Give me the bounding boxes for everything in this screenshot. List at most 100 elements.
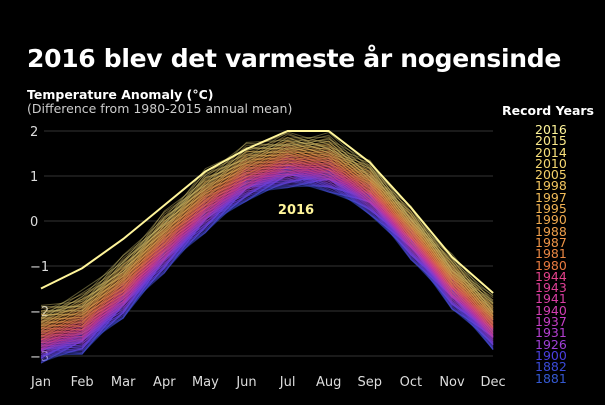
- year-line-1891: [40, 178, 494, 364]
- year-line-1892: [40, 175, 494, 359]
- legend-year: 1900: [535, 347, 567, 363]
- year-line-1985: [40, 147, 494, 327]
- y-tick-label: −2: [30, 305, 49, 320]
- year-line-1911: [40, 173, 494, 352]
- year-line-1938: [40, 163, 494, 343]
- year-line-1894: [40, 170, 494, 351]
- year-line-1930: [40, 166, 494, 343]
- x-tick-label: Dec: [481, 375, 506, 390]
- year-line-1886: [40, 176, 494, 358]
- year-line-2000: [40, 140, 494, 316]
- year-line-1929: [40, 167, 494, 352]
- legend-year: 2005: [535, 167, 567, 183]
- year-line-1999: [40, 136, 494, 313]
- y-axis-sublabel: (Difference from 1980-2015 annual mean): [27, 101, 293, 116]
- year-line-1998: [40, 140, 494, 319]
- year-line-1906: [40, 169, 494, 347]
- year-line-1922: [40, 171, 494, 358]
- year-line-1882: [40, 172, 494, 355]
- year-line-1968: [40, 150, 494, 327]
- year-line-2009: [40, 134, 494, 321]
- year-line-2002: [40, 142, 494, 327]
- year-line-1928: [40, 170, 494, 356]
- year-line-1941: [40, 163, 494, 350]
- year-line-1897: [40, 178, 494, 363]
- year-line-1959: [40, 159, 494, 346]
- year-line-1937: [40, 161, 494, 339]
- legend-year: 1881: [535, 370, 567, 386]
- year-line-1880: [40, 177, 494, 357]
- year-line-1889: [40, 177, 494, 355]
- year-line-1960: [40, 157, 494, 340]
- series-line-2016: [40, 130, 494, 294]
- legend-year: 1943: [535, 280, 567, 296]
- year-line-1972: [40, 152, 494, 338]
- y-tick-label: −1: [30, 260, 49, 275]
- year-line-1939: [40, 171, 494, 347]
- year-line-1946: [40, 169, 494, 350]
- year-line-1923: [40, 169, 494, 352]
- year-line-1888: [40, 171, 494, 353]
- year-line-1927: [40, 177, 494, 354]
- year-line-1908: [40, 178, 494, 355]
- year-line-1953: [40, 160, 494, 348]
- x-tick-label: May: [192, 375, 219, 390]
- year-line-1905: [40, 174, 494, 352]
- chart-title: 2016 blev det varmeste år nogensinde: [27, 44, 562, 73]
- year-line-1942: [40, 165, 494, 342]
- year-line-1926: [40, 169, 494, 347]
- year-line-2003: [40, 137, 494, 323]
- year-line-1921: [40, 179, 494, 356]
- year-line-1965: [40, 158, 494, 344]
- year-line-1912: [40, 168, 494, 346]
- year-line-2015: [40, 131, 494, 319]
- year-line-1895: [40, 175, 494, 355]
- year-line-1909: [40, 178, 494, 361]
- year-line-1966: [40, 154, 494, 339]
- year-line-1944: [40, 160, 494, 341]
- year-line-1933: [40, 174, 494, 351]
- year-line-1950: [40, 157, 494, 338]
- legend-year: 1995: [535, 201, 567, 217]
- legend-year: 2014: [535, 144, 567, 160]
- year-line-1996: [40, 143, 494, 330]
- year-line-1981: [40, 146, 494, 324]
- year-line-1974: [40, 148, 494, 326]
- legend-year: 2010: [535, 155, 567, 171]
- year-line-1983: [40, 154, 494, 335]
- legend-year: 1940: [535, 302, 567, 318]
- year-line-1947: [40, 162, 494, 349]
- year-line-1994: [40, 145, 494, 320]
- year-line-1901: [40, 173, 494, 354]
- legend-year: 1931: [535, 325, 567, 341]
- year-line-1992: [40, 142, 494, 321]
- x-tick-label: Feb: [71, 375, 94, 390]
- year-line-1900: [40, 169, 494, 349]
- year-line-1952: [40, 168, 494, 347]
- year-line-1881: [40, 172, 494, 350]
- year-line-1989: [40, 153, 494, 331]
- legend-year: 1882: [535, 359, 567, 375]
- year-line-1916: [40, 172, 494, 359]
- year-line-1887: [40, 173, 494, 351]
- year-line-1907: [40, 170, 494, 352]
- year-line-2004: [40, 139, 494, 316]
- legend-year: 1937: [535, 314, 567, 330]
- year-line-1987: [40, 143, 494, 320]
- x-tick-label: Apr: [153, 375, 176, 390]
- year-line-1943: [40, 159, 494, 337]
- legend-year: 1926: [535, 336, 567, 352]
- legend-year: 1998: [535, 178, 567, 194]
- year-line-1977: [40, 156, 494, 338]
- year-line-1931: [40, 162, 494, 342]
- year-line-1971: [40, 157, 494, 341]
- year-line-1991: [40, 143, 494, 326]
- year-line-1945: [40, 167, 494, 344]
- legend-year: 1988: [535, 223, 567, 239]
- year-line-1917: [40, 171, 494, 352]
- year-line-1986: [40, 144, 494, 323]
- legend-year: 2016: [535, 122, 567, 137]
- year-line-1970: [40, 161, 494, 337]
- y-tick-label: 2: [30, 125, 38, 140]
